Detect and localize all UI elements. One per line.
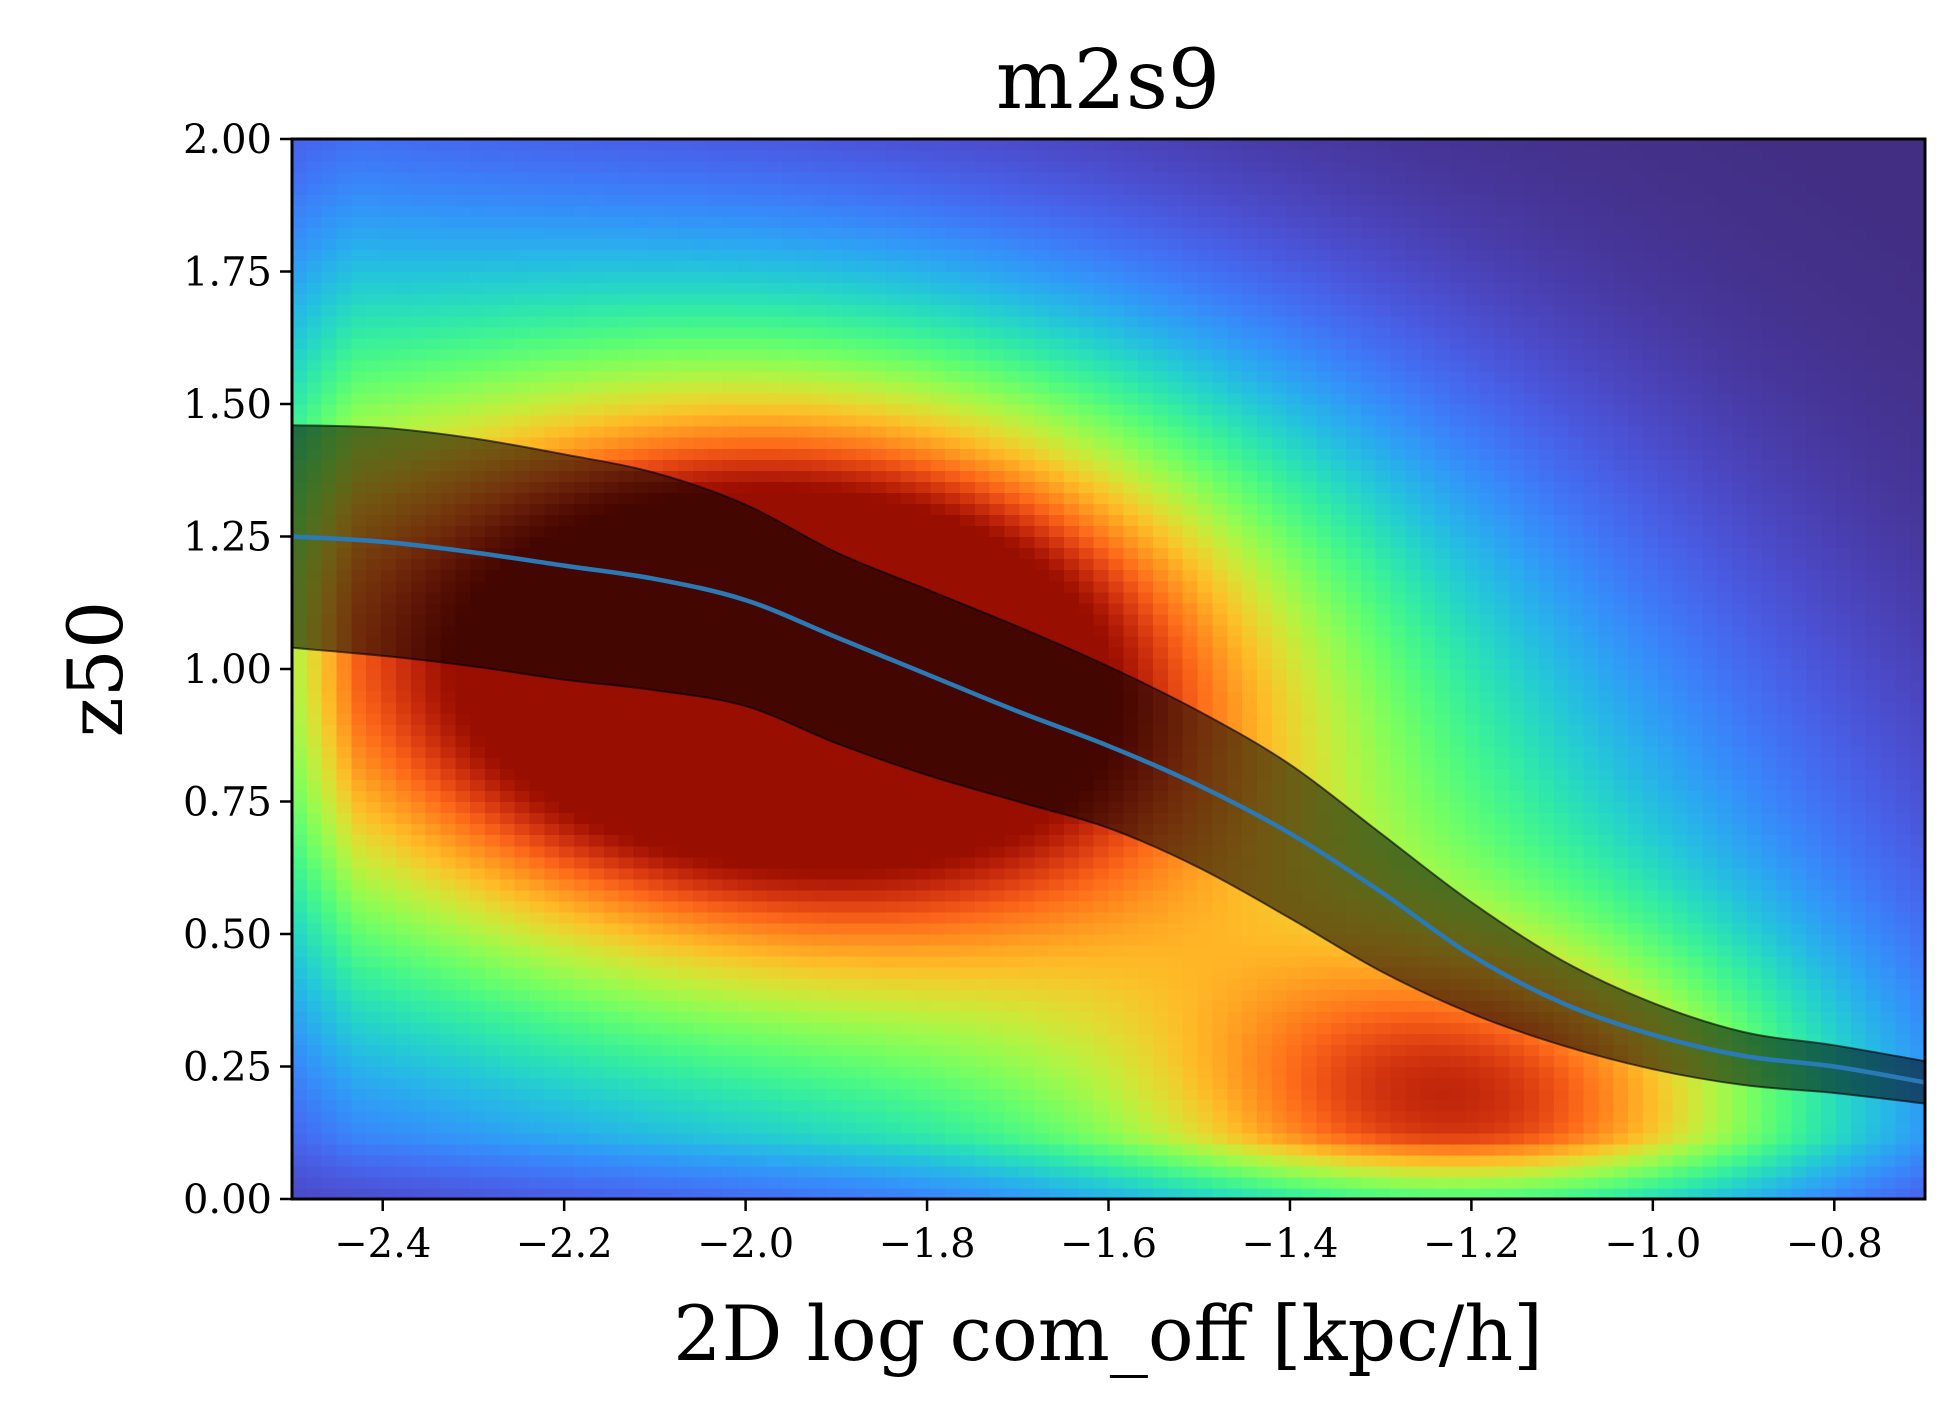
y-tick-label: 0.50 (183, 912, 272, 958)
y-tick-label: 1.25 (183, 515, 272, 561)
x-tick-label: −1.2 (1423, 1221, 1520, 1267)
x-tick-label: −1.6 (1060, 1221, 1157, 1267)
x-tick-label: −2.4 (334, 1221, 431, 1267)
y-tick-label: 1.75 (183, 250, 272, 296)
y-tick-label: 1.50 (183, 382, 272, 428)
y-tick-label: 0.75 (183, 780, 272, 826)
x-tick-label: −1.0 (1604, 1221, 1701, 1267)
band-upper-edge (292, 424, 1925, 1063)
y-tick-label: 0.25 (183, 1045, 272, 1091)
band-lower-edge (292, 646, 1925, 1105)
x-tick-label: −0.8 (1786, 1221, 1883, 1267)
x-tick-label: −1.8 (878, 1221, 975, 1267)
x-axis-label: 2D log com_off [kpc/h] (673, 1289, 1543, 1378)
x-tick-label: −2.2 (516, 1221, 613, 1267)
y-tick-label: 1.00 (183, 647, 272, 693)
y-axis-label: z50 (51, 601, 140, 738)
chart-title: m2s9 (996, 33, 1220, 128)
y-tick-label: 2.00 (183, 117, 272, 163)
density-heatmap (292, 139, 1925, 1199)
y-tick-label: 0.00 (183, 1177, 272, 1223)
x-tick-label: −1.4 (1241, 1221, 1338, 1267)
x-tick-label: −2.0 (697, 1221, 794, 1267)
median-line (292, 534, 1925, 1085)
